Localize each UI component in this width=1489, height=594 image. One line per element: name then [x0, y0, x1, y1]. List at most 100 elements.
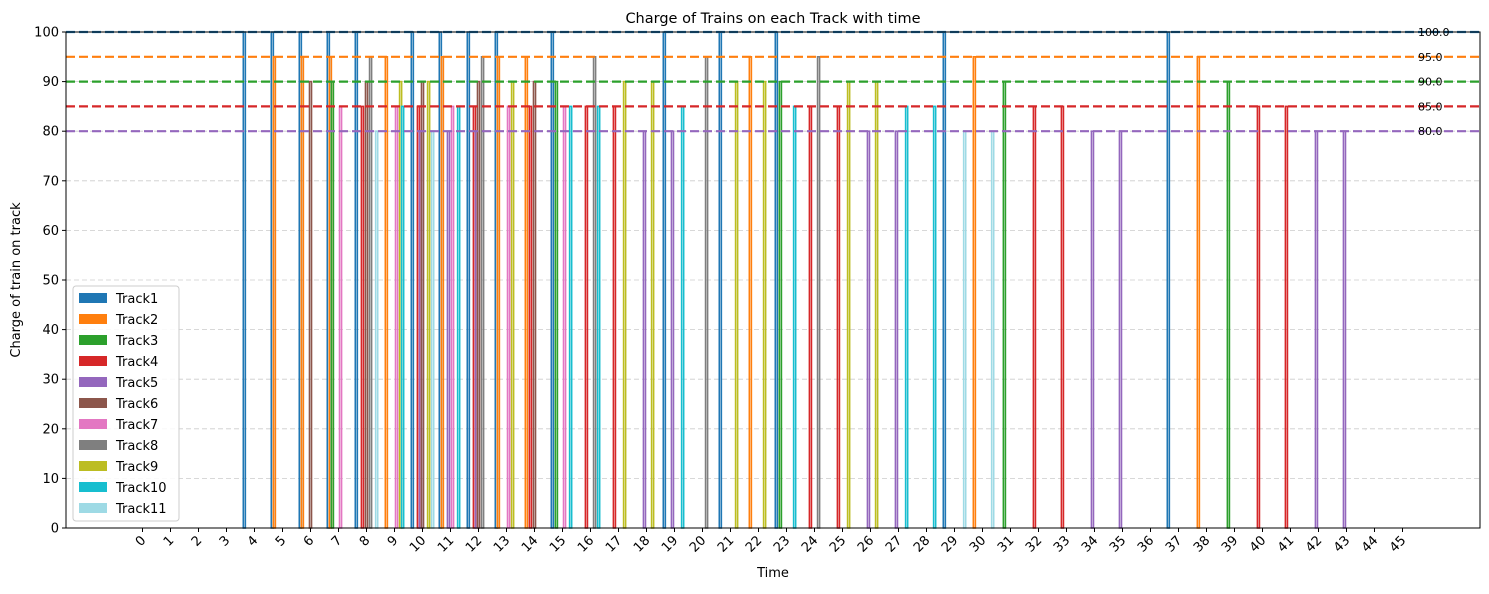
legend-label: Track2: [115, 313, 158, 328]
reference-line-label: 80.0: [1418, 125, 1443, 138]
bar-track11: [430, 130, 435, 529]
x-tick-label: 14: [519, 533, 541, 555]
bar-track6: [532, 80, 537, 529]
x-axis-label: Time: [756, 566, 789, 581]
x-tick-label: 22: [743, 533, 765, 555]
y-tick-label: 0: [51, 522, 59, 537]
bar-track4: [360, 105, 365, 529]
x-tick-label: 2: [189, 533, 205, 549]
x-tick-label: 9: [385, 533, 401, 549]
legend-label: Track8: [115, 439, 158, 454]
bar-track8: [816, 55, 821, 529]
legend-label: Track1: [115, 292, 158, 307]
bar-track4: [1284, 105, 1289, 529]
bar-track1: [1166, 31, 1171, 529]
legend: Track1 Track2 Track3 Track4 Track5 Track6 Trac…: [72, 285, 180, 522]
legend-label: Track7: [115, 418, 158, 433]
bar-track7: [506, 105, 511, 529]
bar-track10: [568, 105, 573, 529]
legend-swatch: [79, 314, 107, 324]
x-axis: 0 1 2 3 4 5 6 7 8 9 10 11 12 13 14 15 16 17 18 19 20 21 22 23 24…: [133, 528, 1409, 556]
y-tick-label: 10: [42, 472, 59, 487]
y-tick-label: 50: [42, 274, 59, 289]
bar-track8: [592, 55, 597, 529]
y-axis: 0 10 20 30 40 50 60 70 80 90 100: [34, 26, 66, 537]
bar-track2: [272, 55, 277, 529]
x-tick-label: 41: [1275, 533, 1297, 555]
bar-track3: [554, 80, 559, 529]
y-axis-label: Charge of train on track: [9, 202, 24, 358]
x-tick-label: 10: [407, 533, 429, 555]
x-tick-label: 6: [301, 533, 317, 549]
bar-track3: [330, 80, 335, 529]
bar-track11: [374, 130, 379, 529]
x-tick-label: 33: [1051, 533, 1073, 555]
bar-track2: [300, 55, 305, 529]
bar-track10: [680, 105, 685, 529]
x-tick-label: 31: [995, 533, 1017, 555]
bar-track11: [990, 130, 995, 529]
bar-track5: [670, 130, 675, 529]
bar-track9: [846, 80, 851, 529]
x-tick-label: 37: [1163, 533, 1185, 555]
legend-label: Track10: [115, 481, 167, 496]
bar-track7: [450, 105, 455, 529]
bar-track10: [904, 105, 909, 529]
y-tick-label: 100: [34, 26, 59, 41]
x-tick-label: 8: [357, 533, 373, 549]
x-tick-label: 38: [1191, 533, 1213, 555]
legend-swatch: [79, 293, 107, 303]
bar-track4: [612, 105, 617, 529]
x-tick-label: 27: [883, 533, 905, 555]
bar-track4: [584, 105, 589, 529]
reference-line-label: 85.0: [1418, 100, 1443, 113]
bar-track10: [932, 105, 937, 529]
y-tick-label: 30: [42, 373, 59, 388]
bar-track5: [894, 130, 899, 529]
reference-line-label: 95.0: [1418, 51, 1443, 64]
legend-swatch: [79, 419, 107, 429]
x-tick-label: 23: [771, 533, 793, 555]
x-tick-label: 19: [659, 533, 681, 555]
x-tick-label: 35: [1107, 533, 1129, 555]
legend-swatch: [79, 482, 107, 492]
y-tick-label: 80: [42, 125, 59, 140]
x-tick-label: 20: [687, 533, 709, 555]
legend-label: Track5: [115, 376, 158, 391]
bar-track3: [1226, 80, 1231, 529]
reference-lines: 100.095.090.085.080.0: [66, 26, 1480, 138]
bar-track4: [808, 105, 813, 529]
legend-label: Track9: [115, 460, 158, 475]
legend-label: Track11: [115, 502, 167, 517]
bar-track3: [1002, 80, 1007, 529]
bar-track8: [704, 55, 709, 529]
legend-swatch: [79, 335, 107, 345]
x-tick-label: 40: [1247, 533, 1269, 555]
y-tick-label: 90: [42, 75, 59, 90]
x-tick-label: 5: [273, 533, 289, 549]
x-tick-label: 12: [463, 533, 485, 555]
x-tick-label: 13: [491, 533, 513, 555]
x-tick-label: 29: [939, 533, 961, 555]
x-tick-label: 43: [1331, 533, 1353, 555]
legend-label: Track6: [115, 397, 158, 412]
bar-track7: [562, 105, 567, 529]
x-tick-label: 21: [715, 533, 737, 555]
x-tick-label: 26: [855, 533, 877, 555]
y-tick-label: 20: [42, 422, 59, 437]
x-tick-label: 4: [245, 533, 261, 549]
bar-track6: [476, 80, 481, 529]
x-tick-label: 0: [133, 533, 149, 549]
bar-track10: [456, 105, 461, 529]
legend-label: Track4: [115, 355, 158, 370]
bar-track8: [368, 55, 373, 529]
x-tick-label: 11: [435, 533, 457, 555]
bar-track6: [420, 80, 425, 529]
bar-track10: [596, 105, 601, 529]
bar-track4: [836, 105, 841, 529]
bar-track10: [792, 105, 797, 529]
reference-line-label: 90.0: [1418, 76, 1443, 89]
bar-track7: [394, 105, 399, 529]
x-tick-label: 1: [161, 533, 177, 549]
